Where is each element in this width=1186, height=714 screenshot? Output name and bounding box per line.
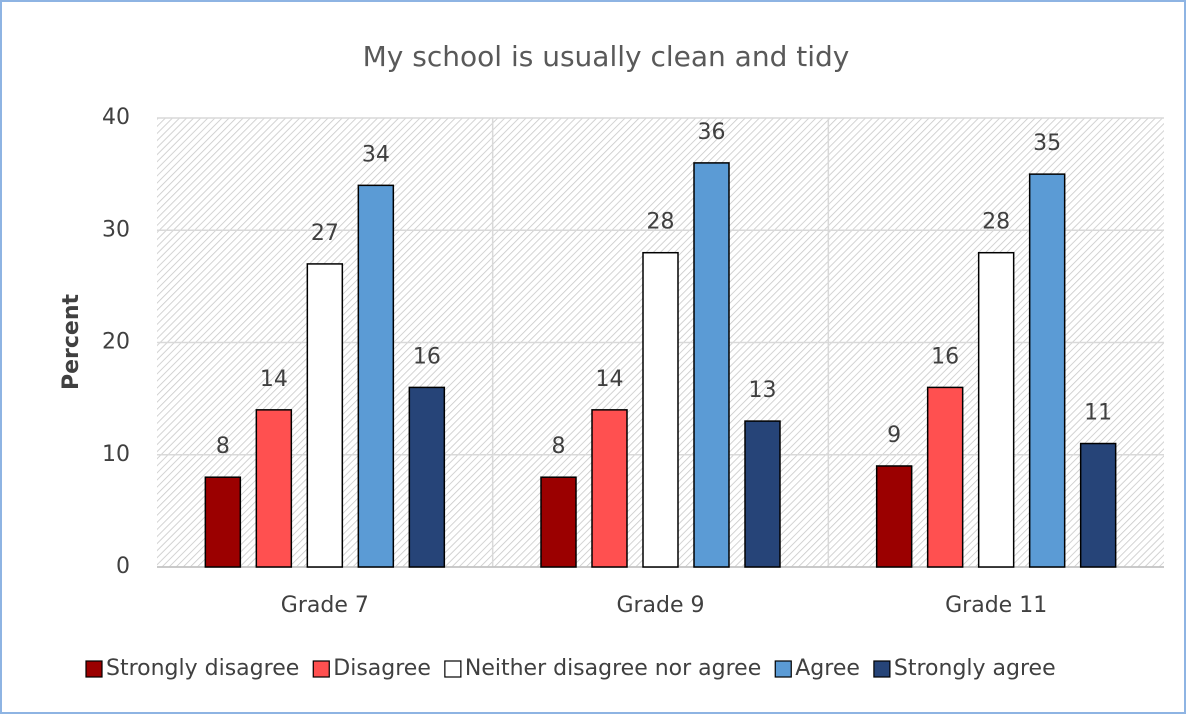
data-label: 34: [362, 142, 390, 167]
x-tick-label: Grade 7: [281, 593, 369, 618]
bar: [540, 476, 577, 568]
bar: [204, 476, 242, 568]
legend-swatch: [85, 660, 103, 678]
legend-swatch: [444, 660, 462, 678]
data-label: 8: [216, 434, 230, 459]
data-label: 14: [260, 367, 288, 392]
bar: [642, 251, 679, 568]
bar: [693, 162, 730, 568]
data-label: 14: [596, 367, 624, 392]
chart-title: My school is usually clean and tidy: [363, 40, 850, 73]
data-label: 35: [1033, 131, 1061, 156]
legend-label: Strongly agree: [894, 656, 1056, 681]
legend-swatch: [873, 660, 891, 678]
y-tick-label: 10: [102, 442, 130, 467]
data-label: 13: [749, 378, 777, 403]
data-label: 11: [1084, 401, 1112, 426]
data-label: 8: [552, 434, 566, 459]
bar: [357, 184, 395, 568]
data-label: 9: [887, 423, 901, 448]
bar: [977, 251, 1015, 568]
data-label: 28: [982, 210, 1010, 235]
legend-label: Neither disagree nor agree: [465, 656, 761, 681]
data-label: 16: [931, 344, 959, 369]
y-tick-label: 20: [102, 330, 130, 355]
y-axis-title: Percent: [59, 294, 84, 391]
y-tick-label: 0: [116, 554, 130, 579]
legend-label: Agree: [795, 656, 860, 681]
bar: [744, 420, 781, 568]
data-label: 28: [647, 210, 675, 235]
bar: [408, 386, 446, 568]
legend-label: Disagree: [333, 656, 431, 681]
bar: [926, 386, 964, 568]
bar: [255, 409, 293, 568]
bar: [306, 263, 344, 568]
y-tick-label: 30: [102, 217, 130, 242]
bar: [875, 465, 913, 568]
bar: [1028, 173, 1066, 568]
legend-label: Strongly disagree: [106, 656, 299, 681]
data-label: 16: [413, 344, 441, 369]
bar: [1079, 442, 1117, 568]
y-tick-label: 40: [102, 105, 130, 130]
legend-swatch: [774, 660, 792, 678]
data-label: 36: [698, 120, 726, 145]
x-tick-label: Grade 11: [945, 593, 1047, 618]
x-tick-label: Grade 9: [616, 593, 704, 618]
data-label: 27: [311, 221, 339, 246]
bar: [591, 409, 628, 568]
legend-swatch: [312, 660, 330, 678]
